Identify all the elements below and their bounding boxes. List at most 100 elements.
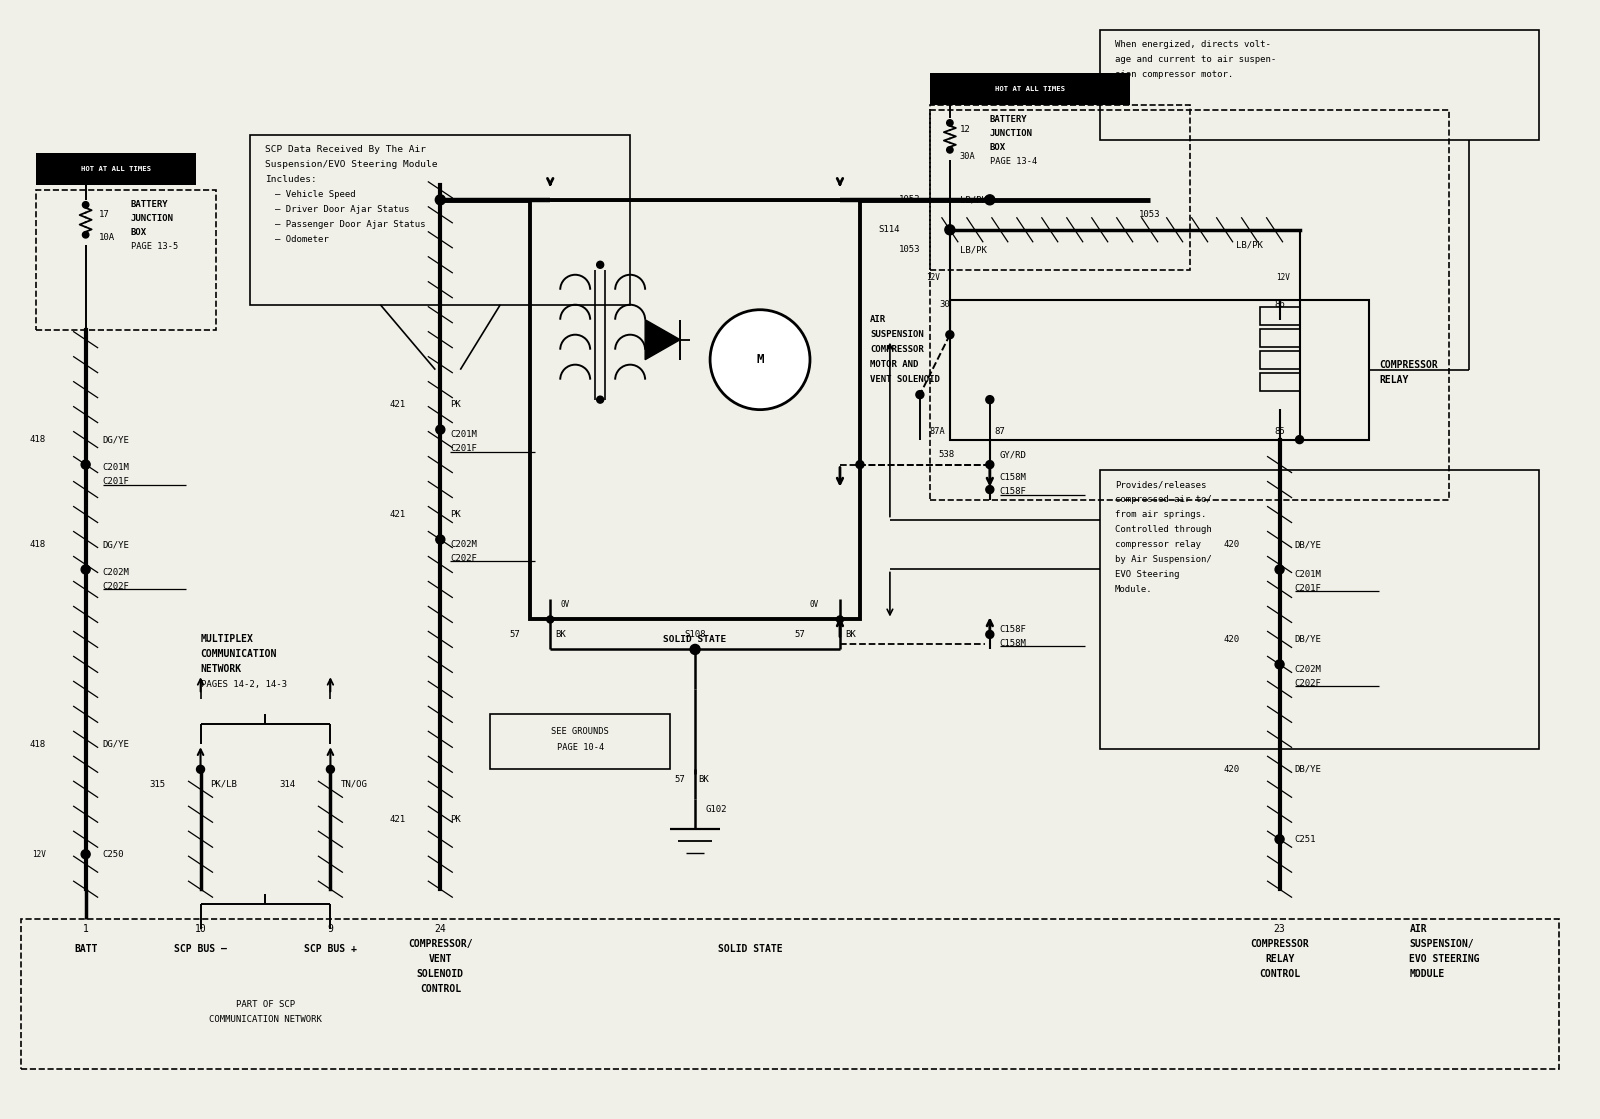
Text: TN/OG: TN/OG [341, 780, 368, 789]
Text: 420: 420 [1224, 540, 1240, 549]
Text: PK/LB: PK/LB [211, 780, 237, 789]
Bar [1259, 329, 1299, 347]
Text: 57: 57 [509, 630, 520, 639]
Text: from air springs.: from air springs. [1115, 510, 1206, 519]
Text: PAGES 14-2, 14-3: PAGES 14-2, 14-3 [200, 680, 286, 689]
Text: C202M: C202M [450, 540, 477, 549]
Text: 538: 538 [939, 450, 955, 459]
Bar [530, 200, 859, 620]
Text: C201M: C201M [450, 430, 477, 439]
Text: C158M: C158M [1000, 473, 1027, 482]
Text: sion compressor motor.: sion compressor motor. [1115, 70, 1234, 79]
Text: compressor relay: compressor relay [1115, 540, 1200, 549]
Text: 57: 57 [794, 630, 805, 639]
Text: PART OF SCP: PART OF SCP [235, 999, 294, 1008]
Text: DG/YE: DG/YE [102, 435, 130, 444]
Bar [930, 73, 1130, 105]
Text: C202F: C202F [102, 582, 130, 591]
Bar [930, 110, 1450, 499]
Circle shape [435, 425, 445, 434]
Text: C201M: C201M [102, 463, 130, 472]
Text: SEE GROUNDS: SEE GROUNDS [552, 727, 610, 736]
Bar [35, 153, 195, 185]
Circle shape [1296, 435, 1304, 443]
Bar [35, 190, 216, 330]
Text: MOTOR AND: MOTOR AND [870, 360, 918, 369]
Text: 12V: 12V [32, 849, 46, 858]
Text: C251: C251 [1294, 835, 1317, 844]
Text: SOLID STATE: SOLID STATE [718, 944, 782, 955]
Circle shape [435, 535, 445, 544]
Text: PK: PK [450, 401, 461, 410]
Text: BK: BK [845, 630, 856, 639]
Text: NETWORK: NETWORK [200, 665, 242, 675]
Circle shape [82, 849, 90, 858]
Text: Suspension/EVO Steering Module: Suspension/EVO Steering Module [266, 160, 438, 169]
Text: 421: 421 [389, 401, 405, 410]
Text: SCP BUS –: SCP BUS – [174, 944, 227, 955]
Polygon shape [645, 320, 680, 359]
Text: BATTERY: BATTERY [990, 115, 1027, 124]
Text: – Driver Door Ajar Status: – Driver Door Ajar Status [275, 205, 410, 215]
Text: COMPRESSOR: COMPRESSOR [1379, 359, 1438, 369]
Text: Module.: Module. [1115, 585, 1152, 594]
Text: 420: 420 [1224, 764, 1240, 774]
Bar [251, 135, 630, 304]
Bar [21, 919, 1560, 1069]
Circle shape [690, 645, 701, 655]
Text: DB/YE: DB/YE [1294, 764, 1322, 774]
Text: 10: 10 [195, 924, 206, 934]
Text: S114: S114 [878, 225, 899, 234]
Text: 421: 421 [389, 815, 405, 824]
Text: 0V: 0V [810, 600, 819, 609]
Bar [950, 300, 1370, 440]
Circle shape [947, 147, 954, 153]
Bar [1099, 30, 1539, 140]
Text: JUNCTION: JUNCTION [990, 130, 1034, 139]
Text: BATT: BATT [74, 944, 98, 955]
Circle shape [837, 615, 843, 623]
Text: RELAY: RELAY [1379, 375, 1410, 385]
Text: Controlled through: Controlled through [1115, 525, 1211, 534]
Circle shape [947, 120, 954, 126]
Text: 421: 421 [389, 510, 405, 519]
Text: SCP BUS +: SCP BUS + [304, 944, 357, 955]
Text: – Passenger Door Ajar Status: – Passenger Door Ajar Status [275, 220, 426, 229]
Circle shape [1275, 660, 1285, 669]
Text: JUNCTION: JUNCTION [131, 215, 173, 224]
Text: LB/PK: LB/PK [1237, 241, 1262, 250]
Text: When energized, directs volt-: When energized, directs volt- [1115, 40, 1270, 49]
Text: S108: S108 [685, 630, 706, 639]
Text: VENT: VENT [429, 955, 453, 965]
Circle shape [856, 461, 864, 469]
Bar [490, 714, 670, 770]
Text: BOX: BOX [131, 228, 147, 237]
Text: PAGE 13-5: PAGE 13-5 [131, 243, 178, 252]
Text: CONTROL: CONTROL [419, 984, 461, 994]
Text: 1053: 1053 [1139, 210, 1160, 219]
Text: SUSPENSION/: SUSPENSION/ [1410, 939, 1474, 949]
Text: COMPRESSOR: COMPRESSOR [870, 345, 923, 355]
Text: 10A: 10A [99, 233, 115, 243]
Text: 418: 418 [29, 540, 46, 549]
Circle shape [1275, 835, 1285, 844]
Bar [1259, 350, 1299, 368]
Text: PAGE 10-4: PAGE 10-4 [557, 743, 603, 752]
Circle shape [986, 195, 995, 205]
Circle shape [82, 565, 90, 574]
Text: GY/RD: GY/RD [1000, 450, 1027, 459]
Text: 57: 57 [674, 774, 685, 783]
Text: 85: 85 [1274, 427, 1285, 436]
Text: RELAY: RELAY [1266, 955, 1294, 965]
Text: EVO STEERING: EVO STEERING [1410, 955, 1480, 965]
Text: C201F: C201F [1294, 584, 1322, 593]
Text: by Air Suspension/: by Air Suspension/ [1115, 555, 1211, 564]
Text: MODULE: MODULE [1410, 969, 1445, 979]
Circle shape [710, 310, 810, 410]
Text: DG/YE: DG/YE [102, 540, 130, 549]
Text: MULTIPLEX: MULTIPLEX [200, 634, 253, 645]
Text: 30: 30 [939, 300, 950, 309]
Bar [1099, 470, 1539, 750]
Circle shape [946, 225, 955, 235]
Text: BOX: BOX [990, 143, 1006, 152]
